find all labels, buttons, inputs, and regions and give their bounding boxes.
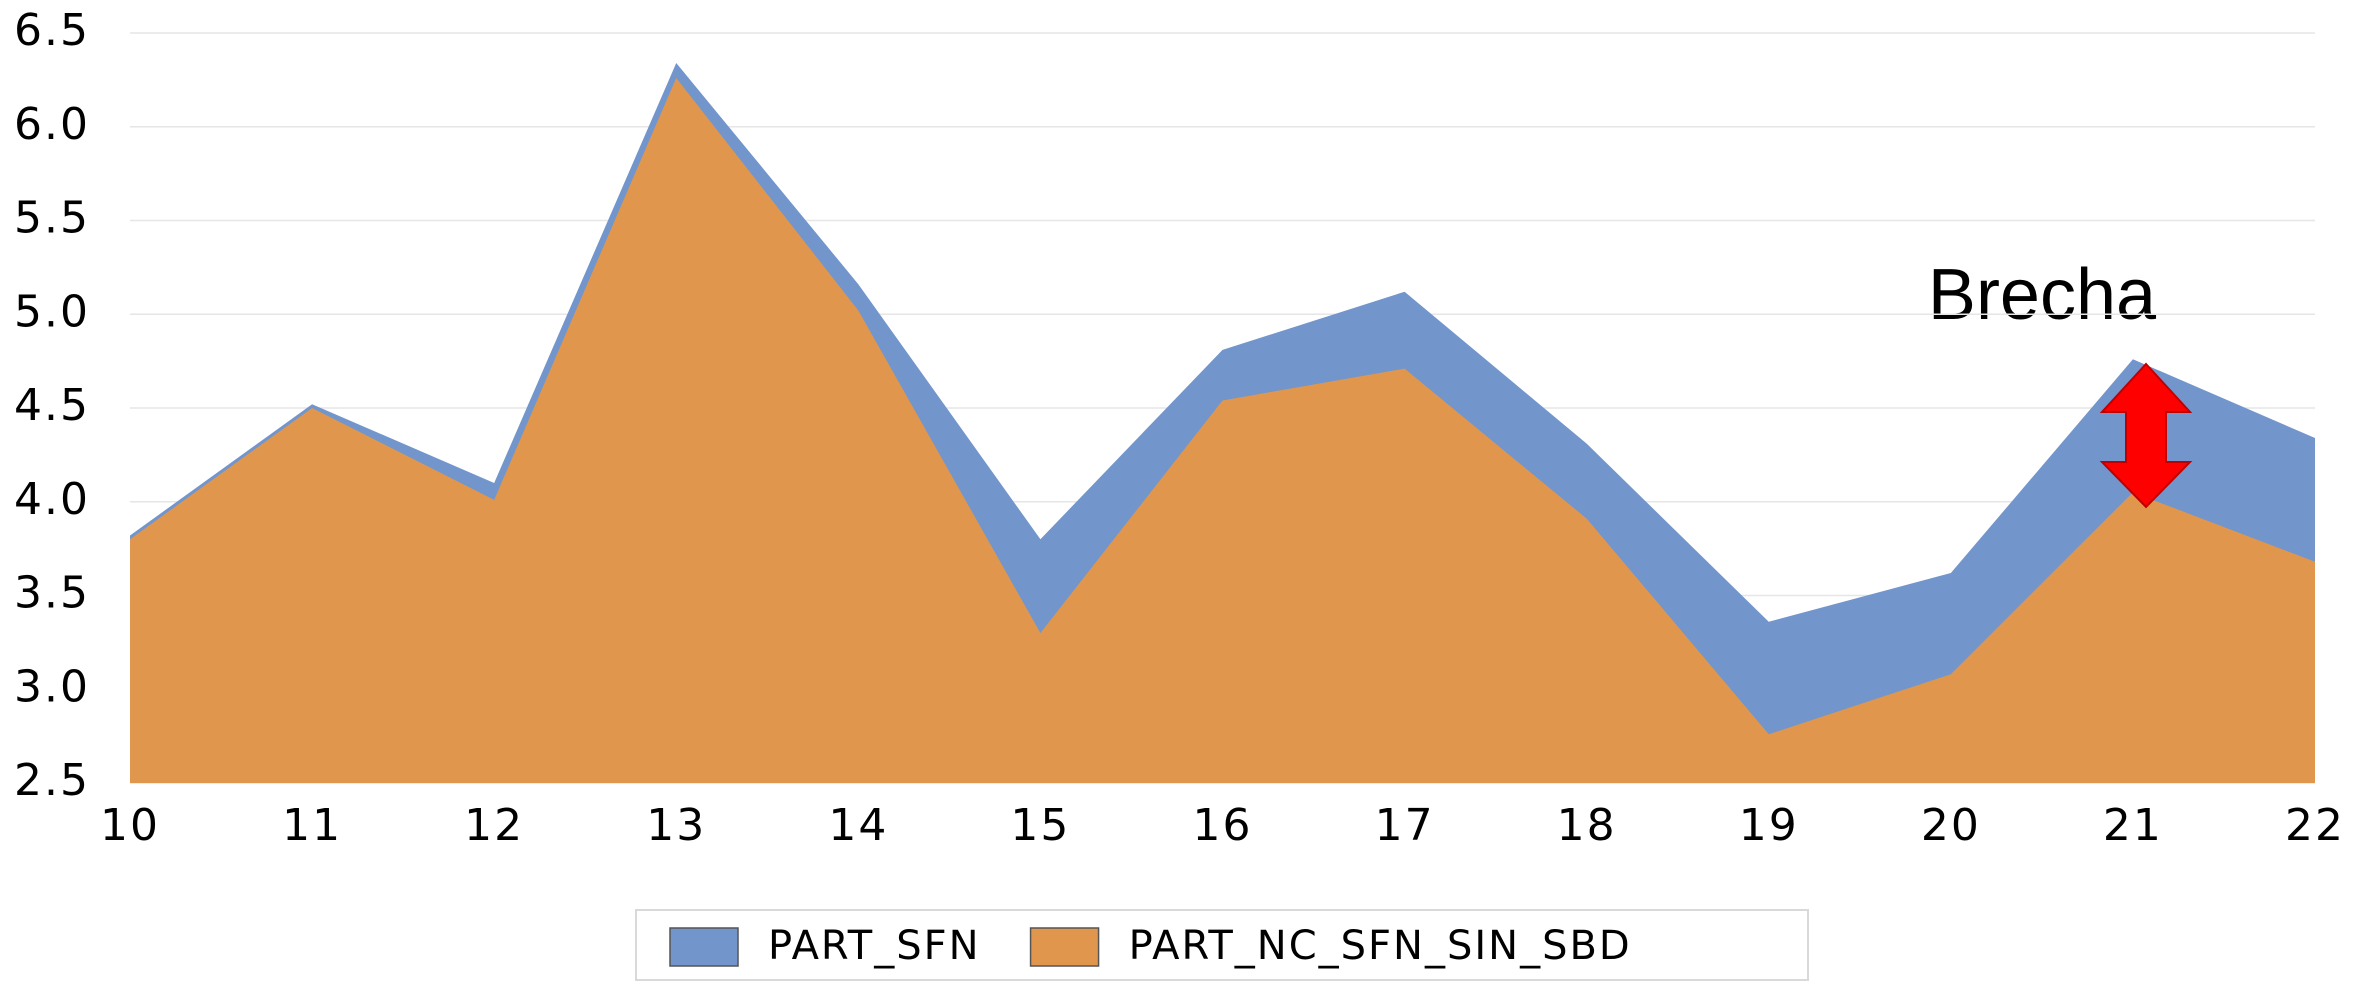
gap-arrow: [2099, 362, 2193, 509]
y-tick-label: 4.0: [14, 474, 90, 525]
y-tick-label: 3.0: [14, 661, 90, 712]
y-tick-label: 2.5: [14, 755, 90, 806]
x-tick-label: 18: [1557, 800, 1617, 851]
x-tick-label: 15: [1010, 800, 1070, 851]
x-tick-label: 16: [1193, 800, 1253, 851]
x-tick-label: 19: [1739, 800, 1799, 851]
y-tick-label: 6.0: [14, 99, 90, 150]
x-tick-label: 12: [464, 800, 524, 851]
y-tick-label: 5.0: [14, 286, 90, 337]
legend-swatch: [669, 927, 739, 967]
y-tick-label: 4.5: [14, 380, 90, 431]
legend-label: PART_NC_SFN_SIN_SBD: [1129, 923, 1632, 969]
x-tick-label: 11: [282, 800, 342, 851]
y-tick-label: 5.5: [14, 193, 90, 244]
x-tick-label: 13: [646, 800, 706, 851]
annotation: Brecha: [1928, 255, 2157, 335]
legend-label: PART_SFN: [768, 923, 981, 969]
x-tick-label: 20: [1921, 800, 1981, 851]
x-tick-label: 14: [828, 800, 888, 851]
area: [130, 78, 2315, 783]
x-tick-label: 17: [1375, 800, 1435, 851]
x-tick-label: 22: [2285, 800, 2345, 851]
x-tick-label: 21: [2103, 800, 2163, 851]
legend: [635, 909, 1809, 981]
y-tick-label: 6.5: [14, 5, 90, 56]
x-tick-label: 10: [100, 800, 160, 851]
legend-swatch: [1029, 927, 1100, 967]
y-tick-label: 3.5: [14, 568, 90, 619]
